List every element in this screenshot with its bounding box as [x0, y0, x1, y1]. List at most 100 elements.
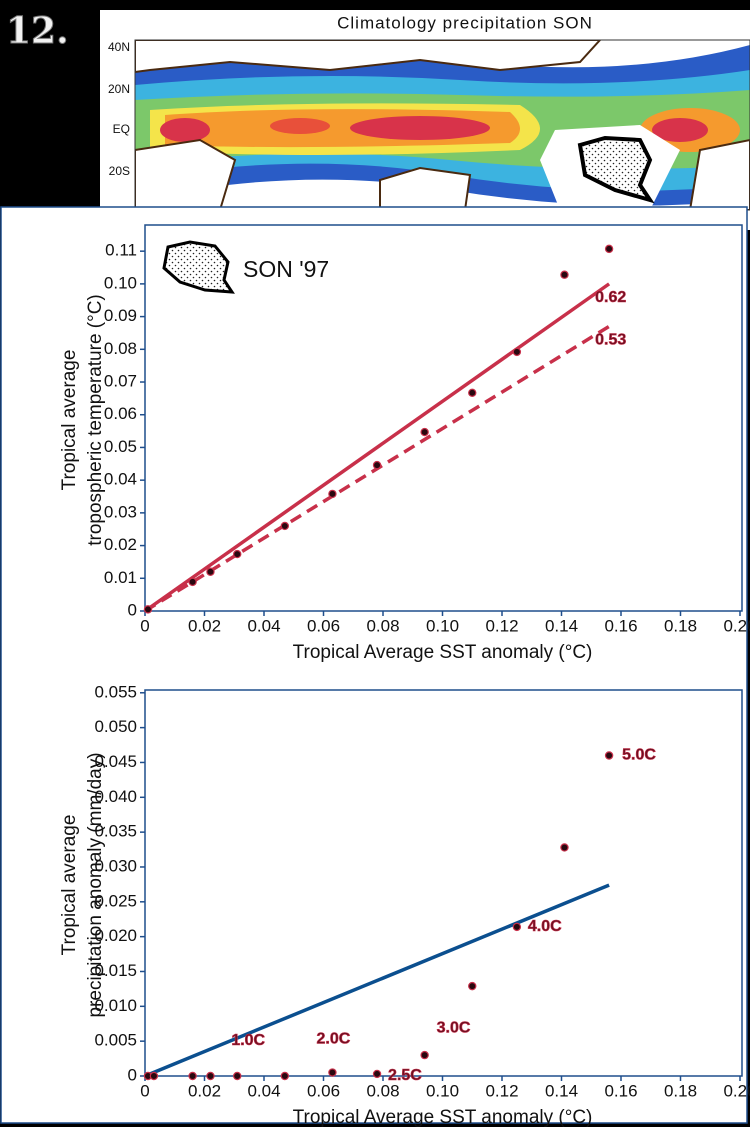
point	[420, 427, 429, 437]
y-tick-label: 0.09	[104, 306, 137, 325]
point	[280, 1071, 290, 1081]
x-tick-label: 0.18	[664, 1081, 697, 1100]
chart-panel	[0, 206, 748, 1124]
x-tick-label: 0.08	[366, 616, 399, 635]
point	[420, 1050, 429, 1060]
annotation: SON '97	[243, 256, 329, 282]
y-tick-label: 0.035	[94, 822, 137, 841]
precip-max	[270, 118, 330, 134]
x-tick-label: 0.12	[485, 1081, 518, 1100]
y-tick-label: 0.010	[94, 996, 137, 1015]
y-tick-label: 0.06	[104, 404, 137, 423]
y-tick-label: 0.08	[104, 339, 137, 358]
point	[233, 1071, 242, 1081]
x-tick-label: 0.04	[247, 1081, 280, 1100]
y-tick-label: 0.020	[94, 926, 137, 945]
point	[372, 460, 382, 470]
point-label: 1.0C	[231, 1032, 265, 1049]
point	[372, 1069, 382, 1079]
point	[604, 244, 614, 254]
y-tick-label: 0.05	[104, 437, 137, 456]
x-tick-label: 0.14	[545, 1081, 578, 1100]
y-tick-label: 0.01	[104, 568, 137, 587]
point	[468, 981, 477, 991]
point	[233, 549, 242, 559]
lat-label: 20N	[108, 82, 130, 96]
plot-frame	[144, 689, 743, 1077]
point-label: 5.0C	[622, 747, 656, 764]
y-tick-label: 0.045	[94, 752, 137, 771]
y-tick-label: 0	[128, 600, 137, 619]
continent	[688, 138, 750, 210]
y-tick-label: 0.10	[104, 273, 137, 292]
y-tick-label: 0.040	[94, 787, 137, 806]
y-tick-label: 0	[128, 1065, 137, 1084]
legend-region	[162, 240, 235, 294]
map-title: Climatology precipitation SON	[337, 13, 593, 32]
x-tick-label: 0.10	[426, 616, 459, 635]
y-tick-label: 0.02	[104, 535, 137, 554]
x-tick-label: 0.08	[366, 1081, 399, 1100]
point	[560, 270, 569, 279]
point	[512, 347, 522, 357]
x-tick-label: 0.02	[188, 616, 221, 635]
point	[206, 567, 215, 576]
y-axis-title: tropospheric temperature (°C)	[85, 294, 106, 546]
fit-line	[143, 282, 611, 613]
continent	[135, 40, 602, 74]
x-tick-label: 0.12	[485, 616, 518, 635]
y-tick-label: 0.005	[94, 1031, 137, 1050]
y-tick-label: 0.025	[94, 891, 137, 910]
point	[604, 751, 614, 760]
figure-number: 12.	[6, 10, 69, 52]
map	[135, 40, 750, 210]
y-axis-title: Tropical average	[59, 350, 80, 491]
point	[560, 843, 569, 852]
point	[143, 605, 153, 614]
x-tick-label: 0.18	[664, 616, 697, 635]
lat-label: 20S	[109, 164, 130, 178]
precip-max	[350, 116, 490, 140]
point	[328, 489, 337, 499]
point	[188, 1071, 197, 1081]
continent	[379, 166, 472, 210]
y-tick-label: 0.11	[105, 241, 137, 260]
lat-label: EQ	[113, 122, 130, 136]
point	[188, 577, 197, 587]
x-tick-label: 0.20	[723, 616, 750, 635]
y-tick-label: 0.030	[94, 856, 137, 875]
y-axis-title: Tropical average	[59, 815, 80, 956]
x-tick-label: 0.10	[426, 1081, 459, 1100]
y-tick-label: 0.055	[94, 682, 137, 701]
x-axis-title: Tropical Average SST anomaly (°C)	[293, 642, 593, 663]
x-tick-label: 0.20	[723, 1081, 750, 1100]
lat-label: 40N	[108, 40, 130, 54]
x-tick-label: 0.02	[188, 1081, 221, 1100]
x-tick-label: 0.16	[604, 1081, 637, 1100]
x-tick-label: 0	[140, 616, 149, 635]
precip-max	[652, 118, 708, 142]
point	[280, 521, 290, 531]
x-tick-label: 0.16	[604, 616, 637, 635]
point	[512, 922, 522, 932]
point-label: 3.0C	[437, 1019, 471, 1036]
point-label: 4.0C	[528, 918, 562, 935]
y-tick-label: 0.015	[94, 961, 137, 980]
region-outline	[577, 135, 655, 204]
y-axis-title: precipitation anomaly (mm/day)	[85, 752, 106, 1017]
fit-label: 0.62	[595, 289, 626, 306]
point	[149, 1071, 159, 1081]
precip-max	[160, 118, 210, 142]
point-label: 2.5C	[388, 1067, 422, 1084]
x-axis-title: Tropical Average SST anomaly (°C)	[293, 1107, 593, 1127]
plot-frame	[144, 224, 743, 612]
y-tick-label: 0.04	[104, 470, 137, 489]
point	[468, 388, 477, 398]
x-tick-label: 0.04	[247, 616, 280, 635]
x-tick-label: 0.14	[545, 616, 578, 635]
x-tick-label: 0.06	[307, 1081, 340, 1100]
point-label: 2.0C	[317, 1031, 351, 1048]
continent	[135, 138, 237, 210]
